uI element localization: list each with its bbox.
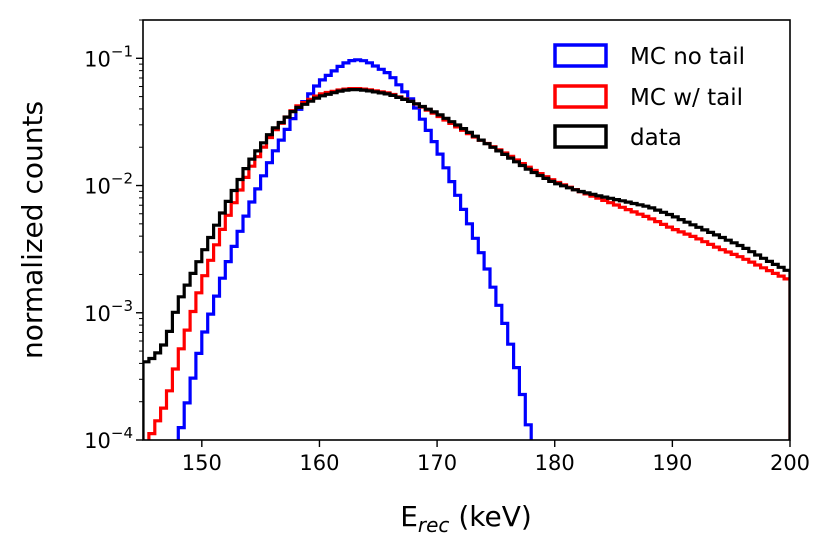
- legend-label-mc-no-tail: MC no tail: [630, 44, 745, 70]
- x-tick-label: 200: [770, 451, 810, 475]
- x-tick-label: 190: [652, 451, 692, 475]
- legend-swatch-mc-w-tail: [553, 84, 608, 109]
- x-tick-label: 180: [535, 451, 575, 475]
- y-tick-label: 10−4: [84, 424, 133, 453]
- x-tick-label: 170: [417, 451, 457, 475]
- series-layer: [143, 58, 790, 440]
- x-tick-label: 160: [299, 451, 339, 475]
- y-tick-label: 10−2: [84, 170, 133, 199]
- series-line-data: [143, 88, 790, 440]
- y-tick-label: 10−1: [84, 42, 133, 71]
- ticks-layer: 150 160 170 180 190 200 10−1 10−2 10−3 10−4: [84, 19, 810, 475]
- x-axis-label-unit: (keV): [449, 500, 531, 533]
- legend-swatch-mc-no-tail: [553, 43, 608, 68]
- legend: MC no tail MC w/ tail data: [553, 43, 745, 151]
- series-line-mc-no-tail: [176, 58, 533, 440]
- x-axis-label: Erec (keV): [400, 500, 532, 537]
- y-tick-label: 10−3: [84, 297, 133, 326]
- legend-label-data: data: [630, 125, 682, 151]
- y-axis-label: normalized counts: [16, 101, 49, 359]
- legend-swatch-data: [553, 124, 608, 149]
- x-axis-label-main: E: [400, 500, 418, 533]
- x-tick-label: 150: [182, 451, 222, 475]
- x-axis-label-subscript: rec: [418, 513, 450, 537]
- legend-label-mc-w-tail: MC w/ tail: [630, 85, 743, 111]
- plot-frame: [142, 19, 791, 441]
- series-line-mc-w-tail: [147, 87, 790, 440]
